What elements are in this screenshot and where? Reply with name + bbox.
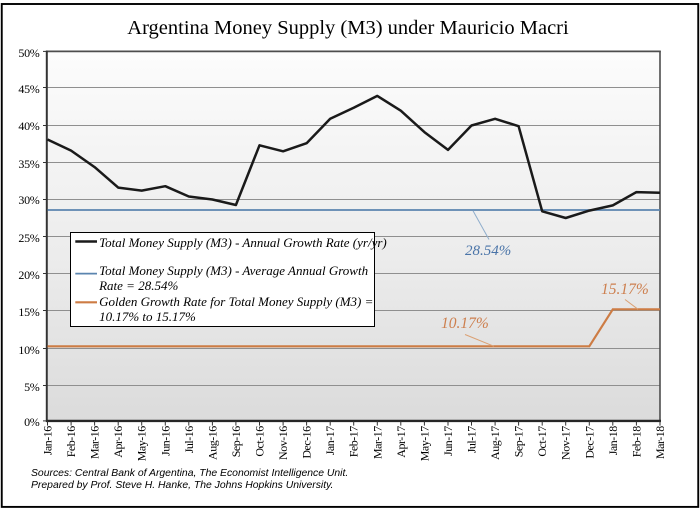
svg-text:Dec-17: Dec-17 — [582, 426, 596, 459]
svg-text:Dec-16: Dec-16 — [300, 426, 314, 459]
svg-text:Jun-16: Jun-16 — [158, 426, 172, 456]
svg-text:Sep-16: Sep-16 — [229, 426, 243, 457]
svg-text:May-17: May-17 — [417, 426, 431, 461]
svg-text:Jan-18: Jan-18 — [606, 426, 620, 455]
svg-text:Mar-16: Mar-16 — [88, 426, 102, 459]
svg-text:Feb-16: Feb-16 — [64, 426, 78, 457]
svg-text:Mar-17: Mar-17 — [370, 426, 384, 459]
svg-text:Apr-16: Apr-16 — [111, 426, 125, 458]
svg-text:Feb-18: Feb-18 — [629, 426, 643, 457]
svg-text:Apr-17: Apr-17 — [394, 426, 408, 458]
svg-text:Nov-16: Nov-16 — [276, 426, 290, 460]
svg-text:May-16: May-16 — [135, 426, 149, 461]
svg-text:Jan-16: Jan-16 — [41, 426, 55, 455]
svg-text:Mar-18: Mar-18 — [653, 426, 667, 459]
svg-text:Oct-17: Oct-17 — [535, 426, 549, 457]
svg-text:Jan-17: Jan-17 — [323, 426, 337, 455]
svg-text:Jun-17: Jun-17 — [441, 426, 455, 456]
svg-text:Nov-17: Nov-17 — [559, 426, 573, 460]
svg-text:Jul-17: Jul-17 — [465, 426, 479, 454]
svg-text:Jul-16: Jul-16 — [182, 426, 196, 454]
svg-text:Oct-16: Oct-16 — [253, 426, 267, 457]
svg-text:Aug-17: Aug-17 — [488, 426, 502, 460]
svg-text:Feb-17: Feb-17 — [347, 426, 361, 457]
svg-text:Aug-16: Aug-16 — [205, 426, 219, 460]
svg-text:Sep-17: Sep-17 — [512, 426, 526, 457]
